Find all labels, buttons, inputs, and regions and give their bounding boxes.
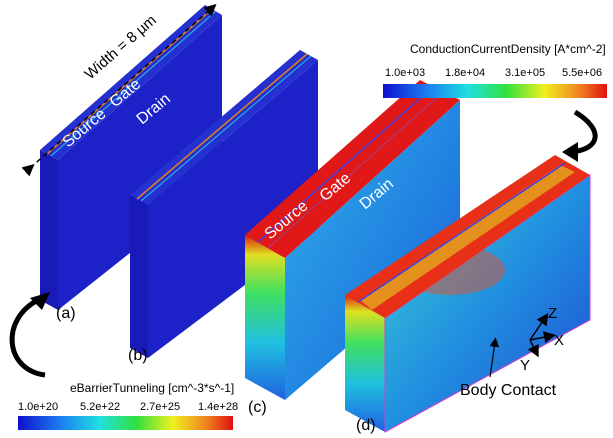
arrow-head (562, 142, 578, 162)
colorbar-tick: 1.8e+04 (445, 67, 485, 79)
colorbar-tick: 5.2e+22 (80, 401, 120, 413)
panel-label: (b) (128, 347, 148, 364)
panel-label: (d) (356, 417, 376, 434)
colorbar-title: ConductionCurrentDensity [A*cm^-2] (410, 42, 606, 56)
body-contact-label: Body Contact (460, 382, 557, 399)
colorbar-tick: 1.0e+20 (18, 401, 58, 413)
colorbar-title: eBarrierTunneling [cm^-3*s^-1] (70, 381, 234, 395)
colorbar-tick: 1.0e+03 (385, 67, 425, 79)
colorbar-tick: 5.5e+06 (562, 67, 602, 79)
colorbar-tick: 1.4e+28 (198, 401, 238, 413)
panel-label: (c) (248, 399, 267, 416)
curved-arrow (12, 300, 45, 375)
axis-label: Z (548, 305, 557, 322)
colorbar-tick: 3.1e+05 (505, 67, 545, 79)
colorbar-tick: 2.7e+25 (140, 401, 180, 413)
colorbar (18, 416, 233, 430)
colorbar (383, 84, 607, 98)
axis-label: X (554, 332, 564, 349)
panel-label: (a) (56, 305, 76, 322)
figure: Width = 8 µm Source Gate Drain Source Ga… (0, 0, 613, 438)
axis-label: Y (520, 357, 530, 374)
